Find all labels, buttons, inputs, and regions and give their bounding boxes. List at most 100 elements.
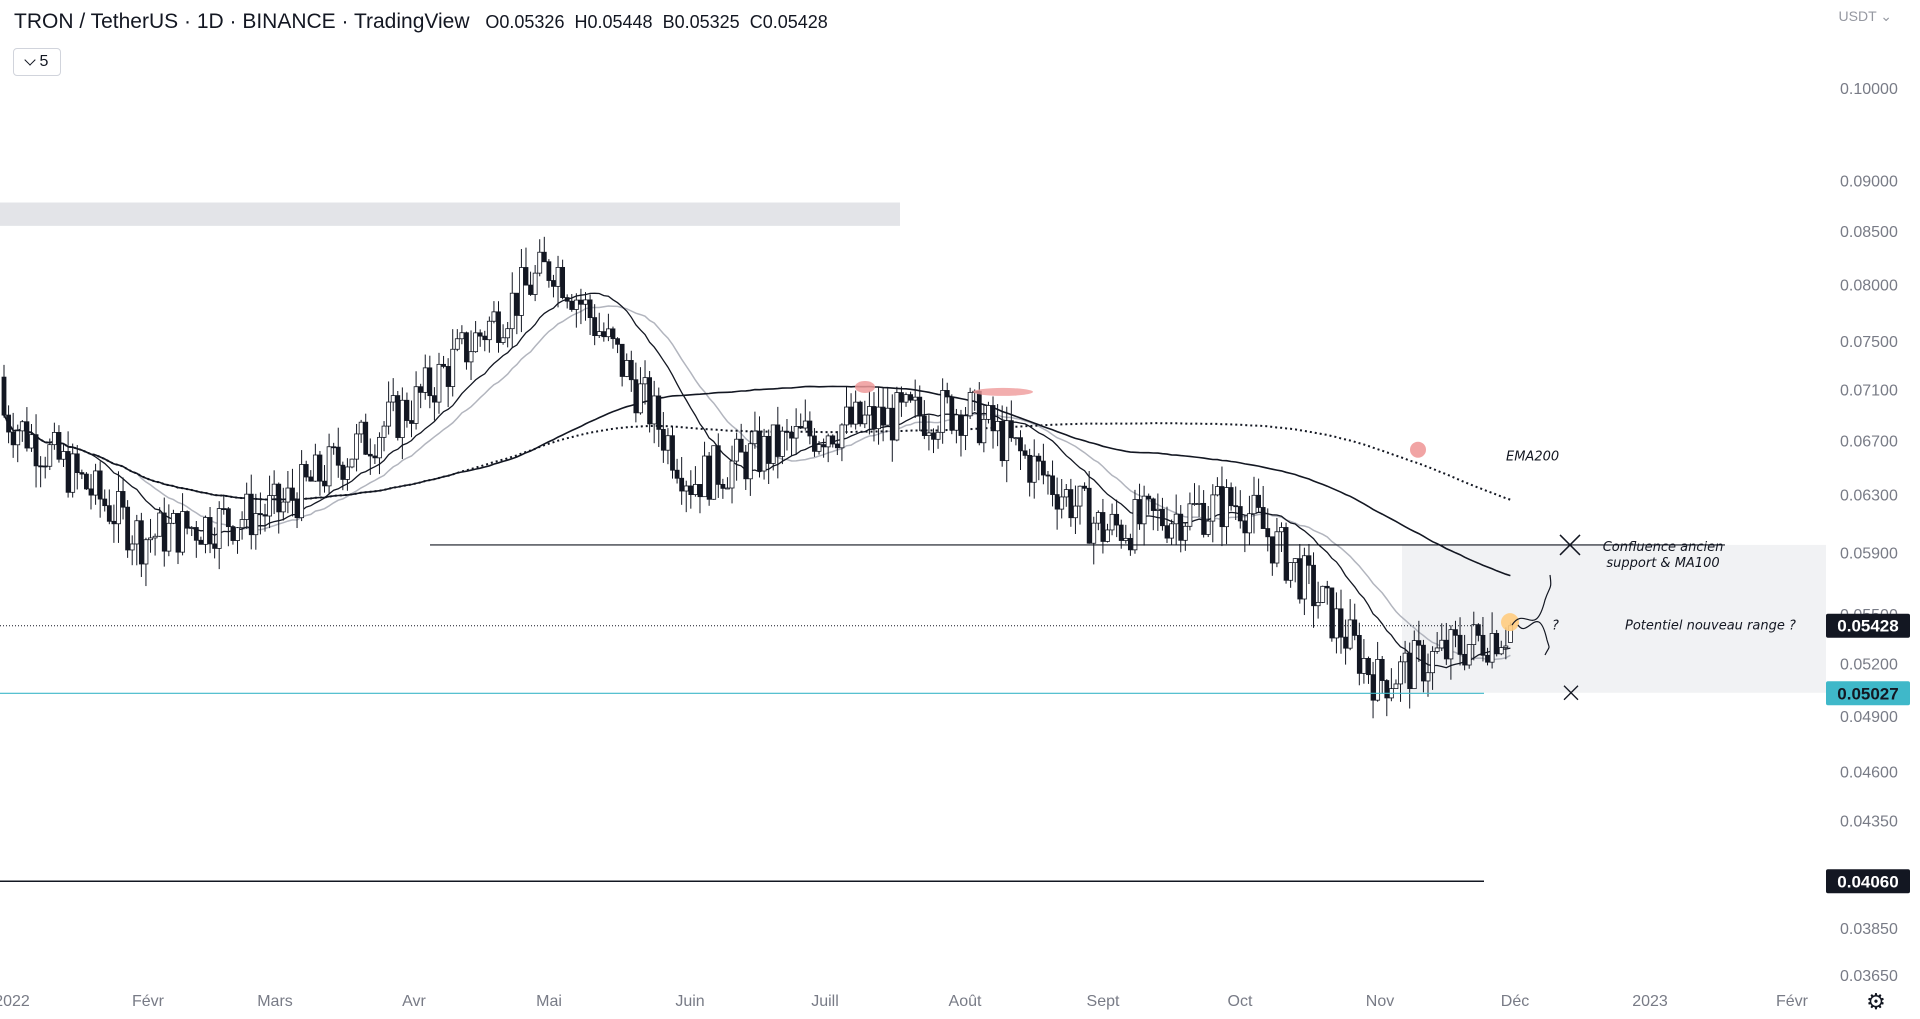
candle: [844, 406, 849, 426]
candle: [326, 446, 332, 487]
candle: [102, 498, 108, 507]
candle: [1, 376, 7, 416]
candle: [175, 513, 181, 553]
candle: [129, 543, 135, 551]
candle: [354, 433, 359, 460]
candle: [299, 464, 305, 519]
candle: [1471, 624, 1477, 645]
candle: [651, 395, 657, 425]
candle: [93, 470, 98, 496]
candle: [1013, 437, 1019, 440]
candle: [995, 421, 1000, 432]
candle: [367, 453, 373, 457]
x-tick-label: 2023: [1632, 993, 1668, 1010]
candle: [312, 454, 318, 482]
candle: [674, 469, 680, 479]
candle: [642, 377, 648, 385]
x-tick-label: Déc: [1501, 993, 1529, 1010]
candle: [793, 426, 799, 439]
candle: [624, 360, 630, 377]
candle: [184, 511, 190, 529]
candle: [743, 451, 749, 480]
candle: [1150, 498, 1156, 511]
close-value: 0.05428: [762, 12, 828, 32]
range-annotation: Potentiel nouveau range ?: [1625, 619, 1796, 634]
candle: [541, 251, 547, 263]
candle: [496, 311, 501, 343]
candle: [546, 261, 552, 281]
candle: [1292, 558, 1298, 563]
confluence-annotation: support & MA100: [1606, 556, 1719, 571]
candle: [1141, 495, 1147, 525]
candle: [1173, 513, 1179, 525]
candle: [386, 401, 392, 427]
symbol-title[interactable]: TRON / TetherUS · 1D · BINANCE · Trading…: [14, 10, 470, 33]
candle: [583, 299, 588, 305]
candle: [807, 420, 813, 437]
ema200-annotation: EMA200: [1506, 449, 1559, 464]
candle: [931, 432, 936, 440]
candle: [949, 396, 955, 431]
candle: [1127, 537, 1133, 551]
candle: [464, 332, 469, 363]
candle: [358, 421, 364, 435]
candle: [212, 543, 218, 549]
candle: [180, 511, 185, 553]
x-tick-label: Févr: [1776, 993, 1809, 1010]
candle: [656, 395, 662, 430]
candle: [1210, 494, 1216, 522]
candle: [638, 383, 643, 414]
x-tick-label: Août: [949, 993, 982, 1010]
candle: [308, 476, 314, 482]
scenario-path: [1511, 574, 1552, 626]
candle: [1077, 485, 1083, 507]
currency-selector[interactable]: USDT ⌄: [1838, 8, 1892, 24]
candle: [1132, 499, 1138, 551]
candle: [1036, 455, 1042, 462]
candle: [1251, 494, 1257, 515]
candle: [290, 487, 295, 501]
candle: [592, 317, 598, 337]
candle: [193, 527, 199, 541]
candle: [812, 435, 817, 452]
candle: [1416, 640, 1422, 646]
candle: [148, 537, 153, 541]
candle: [1274, 531, 1280, 564]
candle: [1494, 633, 1500, 655]
symbol-legend: TRON / TetherUS · 1D · BINANCE · Trading…: [14, 10, 828, 34]
candle: [427, 367, 433, 397]
candle: [825, 435, 831, 448]
candle: [519, 267, 524, 316]
candle: [1375, 659, 1381, 701]
y-tick-label: 0.08500: [1840, 224, 1898, 241]
candle: [1260, 507, 1266, 529]
candle: [1407, 652, 1413, 690]
candle: [711, 445, 717, 500]
candle: [230, 526, 236, 541]
cross-mark: [1563, 685, 1579, 701]
candle: [615, 338, 620, 345]
candle: [688, 485, 694, 496]
candle: [70, 453, 76, 493]
candle: [74, 453, 80, 474]
candle: [1091, 522, 1097, 544]
candle: [537, 251, 543, 274]
candle: [908, 394, 913, 401]
price-tag-label: 0.05428: [1837, 617, 1898, 636]
candle: [986, 405, 991, 420]
candle: [1164, 525, 1170, 539]
candle: [784, 430, 790, 433]
candle: [340, 464, 346, 480]
candle: [963, 415, 968, 436]
candle: [1004, 420, 1010, 462]
candle: [601, 331, 607, 338]
candle: [619, 343, 625, 377]
candle: [459, 332, 465, 340]
candle: [876, 406, 881, 430]
indicators-toggle-button[interactable]: 5: [13, 48, 61, 76]
y-tick-label: 0.04600: [1840, 764, 1898, 781]
candle: [999, 421, 1005, 462]
candle: [706, 455, 712, 500]
